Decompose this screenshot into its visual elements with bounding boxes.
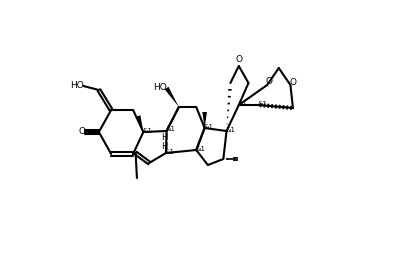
Polygon shape	[202, 112, 207, 128]
Polygon shape	[165, 87, 179, 107]
Text: H: H	[161, 142, 167, 151]
Text: H: H	[161, 133, 168, 142]
Text: O: O	[289, 78, 297, 87]
Text: &1: &1	[142, 128, 152, 134]
Text: O: O	[266, 77, 273, 86]
Text: HO: HO	[153, 83, 167, 92]
Text: &1: &1	[204, 124, 214, 130]
Text: &1: &1	[195, 146, 205, 153]
Text: &1: &1	[165, 150, 175, 155]
Text: HO: HO	[69, 81, 83, 91]
Polygon shape	[136, 115, 143, 132]
Text: O: O	[235, 55, 242, 64]
Text: &1: &1	[238, 101, 248, 107]
Text: O: O	[78, 127, 85, 136]
Text: &1: &1	[225, 127, 235, 133]
Text: &1: &1	[258, 101, 268, 107]
Text: &1: &1	[166, 126, 175, 132]
